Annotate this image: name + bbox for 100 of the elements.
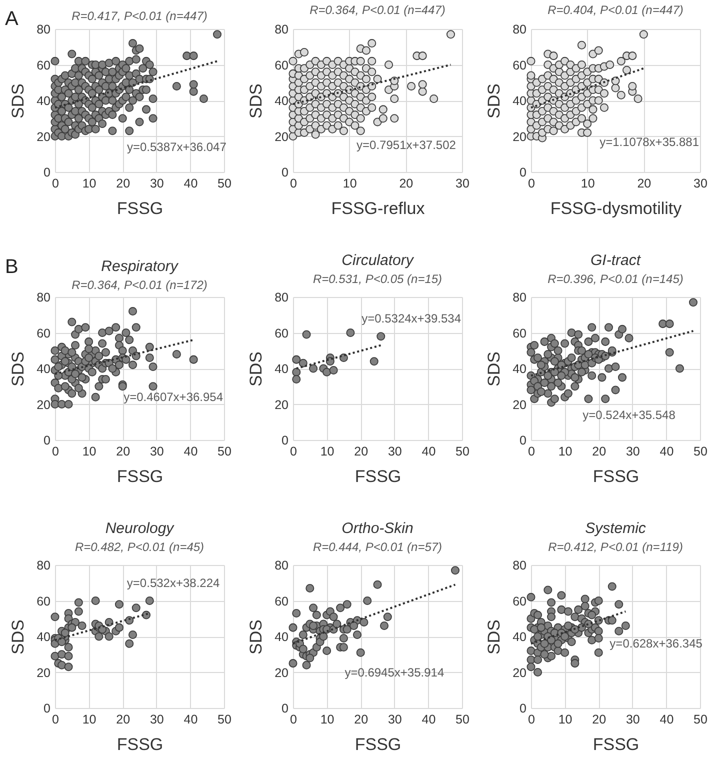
y-axis-title: SDS — [484, 620, 504, 654]
y-axis-title: SDS — [246, 84, 266, 118]
x-tick-label: 50 — [694, 712, 708, 726]
y-tick-label: 0 — [282, 434, 289, 448]
annotation: y=0.4607x+36.954 — [124, 390, 224, 404]
x-tick-label: 20 — [354, 712, 368, 726]
point — [373, 580, 382, 589]
annotation: y=0.524x+35.548 — [582, 408, 676, 422]
point — [94, 632, 104, 641]
x-tick-label: 30 — [626, 712, 640, 726]
y-tick-label: 0 — [520, 166, 527, 180]
x-tick-label: 20 — [637, 176, 652, 190]
point — [132, 604, 140, 612]
x-tick-label: 50 — [218, 712, 232, 726]
point — [128, 630, 137, 639]
point — [145, 596, 154, 605]
point — [292, 355, 301, 364]
point — [356, 648, 365, 657]
point — [114, 623, 124, 632]
y-tick-label: 80 — [512, 558, 527, 572]
y-tick-label: 0 — [282, 166, 289, 180]
x-tick-label: 20 — [116, 176, 130, 190]
point — [288, 623, 298, 632]
point — [383, 612, 392, 622]
y-tick-label: 0 — [520, 434, 527, 448]
y-tick-label: 80 — [274, 290, 289, 304]
y-tick-label: 20 — [36, 398, 51, 412]
point — [298, 630, 308, 639]
y-tick-label: 80 — [36, 22, 51, 36]
y-axis-title: SDS — [246, 352, 266, 386]
x-tick-label: 10 — [82, 712, 96, 726]
point — [58, 638, 66, 646]
annotation: y=0.532x+38.224 — [126, 576, 220, 590]
point — [322, 368, 332, 376]
y-tick-label: 40 — [274, 630, 289, 644]
y-tick-label: 0 — [44, 166, 51, 180]
x-tick-label: 10 — [320, 712, 334, 726]
chart-subtitle: R=0.482, P<0.01 (n=45) — [74, 540, 204, 554]
point — [309, 622, 318, 630]
point — [339, 634, 348, 643]
y-tick-label: 40 — [512, 630, 527, 644]
x-tick-label: 10 — [342, 176, 357, 190]
y-axis-title: SDS — [8, 620, 28, 654]
y-tick-label: 80 — [274, 558, 289, 572]
y-tick-label: 0 — [520, 702, 527, 716]
point — [350, 622, 358, 630]
y-tick-label: 60 — [274, 326, 289, 340]
x-tick-label: 30 — [388, 444, 402, 458]
point — [336, 604, 345, 612]
y-axis-title: SDS — [8, 84, 28, 118]
annotation: y=0.5387x+36.047 — [126, 140, 227, 154]
y-tick-label: 60 — [512, 594, 527, 608]
y-tick-label: 20 — [274, 398, 289, 412]
x-tick-label: 10 — [82, 444, 96, 458]
x-tick-label: 10 — [558, 444, 572, 458]
point — [60, 628, 70, 638]
y-tick-label: 40 — [274, 362, 289, 376]
x-tick-label: 0 — [52, 444, 60, 458]
y-tick-label: 20 — [274, 130, 289, 144]
point — [104, 632, 114, 641]
y-tick-label: 20 — [512, 666, 527, 680]
x-tick-label: 50 — [694, 444, 708, 458]
chart-subtitle: R=0.396, P<0.01 (n=145) — [548, 272, 684, 286]
point — [346, 328, 355, 337]
point — [64, 662, 73, 672]
point — [114, 600, 124, 609]
x-tick-label: 30 — [456, 176, 470, 190]
x-axis-title: FSSG-reflux — [331, 199, 426, 218]
chart-subtitle: R=0.531, P<0.05 (n=15) — [312, 272, 442, 286]
x-tick-label: 30 — [150, 176, 164, 190]
x-tick-label: 10 — [558, 712, 572, 726]
y-tick-label: 40 — [512, 94, 527, 108]
x-tick-label: 50 — [218, 176, 232, 190]
x-tick-label: 50 — [456, 712, 470, 726]
y-tick-label: 20 — [512, 130, 527, 144]
chart-title: Respiratory — [101, 258, 180, 275]
x-tick-label: 40 — [184, 712, 198, 726]
point — [78, 622, 86, 630]
x-axis-title: FSSG — [354, 735, 402, 754]
x-axis-title: FSSG — [354, 467, 402, 486]
y-tick-label: 60 — [36, 326, 51, 340]
y-tick-label: 0 — [44, 434, 51, 448]
point — [370, 357, 378, 366]
point — [292, 374, 301, 384]
x-tick-label: 40 — [422, 712, 436, 726]
y-tick-label: 60 — [274, 58, 289, 72]
point — [376, 332, 386, 341]
point — [352, 630, 362, 639]
x-tick-label: 50 — [456, 444, 470, 458]
chart-subtitle: R=0.364, P<0.01 (n=447) — [310, 3, 446, 17]
point — [360, 618, 368, 626]
x-tick-label: 20 — [354, 444, 368, 458]
x-tick-label: 40 — [660, 712, 674, 726]
chart-subtitle: R=0.404, P<0.01 (n=447) — [548, 3, 684, 17]
x-axis-title: FSSG — [116, 735, 164, 754]
y-tick-label: 60 — [512, 326, 527, 340]
y-tick-label: 80 — [36, 290, 51, 304]
x-tick-label: 40 — [422, 444, 436, 458]
chart-title: Circulatory — [342, 252, 415, 269]
y-tick-label: 0 — [282, 702, 289, 716]
